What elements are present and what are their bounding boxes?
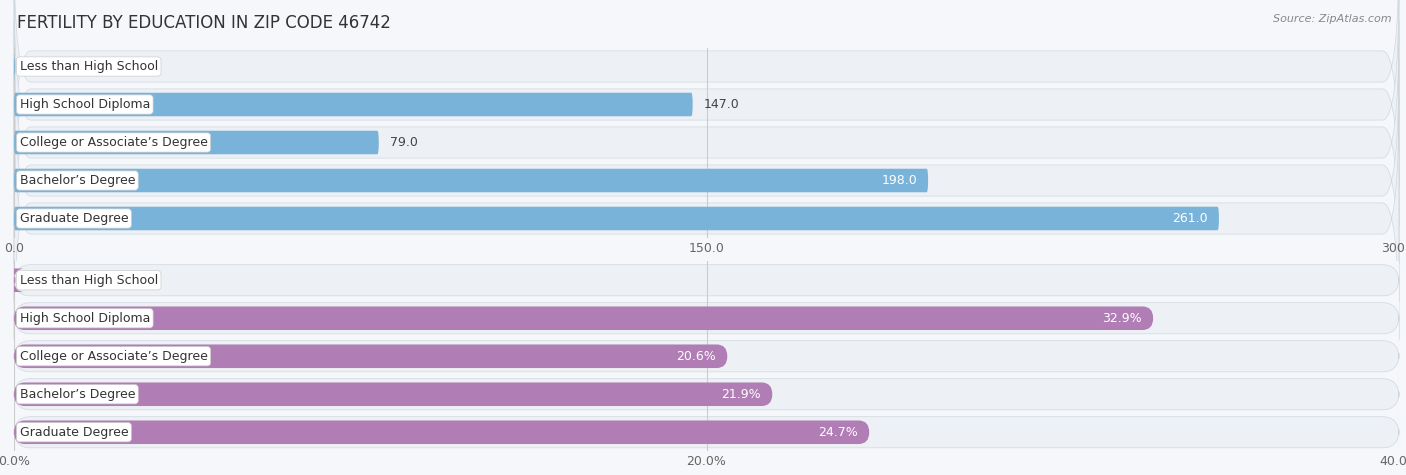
Text: Source: ZipAtlas.com: Source: ZipAtlas.com bbox=[1274, 14, 1392, 24]
Text: College or Associate’s Degree: College or Associate’s Degree bbox=[20, 350, 208, 363]
Text: 32.9%: 32.9% bbox=[1102, 312, 1142, 325]
FancyBboxPatch shape bbox=[14, 0, 1399, 226]
FancyBboxPatch shape bbox=[14, 93, 693, 116]
Text: 21.9%: 21.9% bbox=[721, 388, 761, 401]
Text: Less than High School: Less than High School bbox=[20, 60, 157, 73]
Text: Bachelor’s Degree: Bachelor’s Degree bbox=[20, 388, 135, 401]
Text: Less than High School: Less than High School bbox=[20, 274, 157, 287]
Text: High School Diploma: High School Diploma bbox=[20, 98, 150, 111]
FancyBboxPatch shape bbox=[14, 131, 378, 154]
FancyBboxPatch shape bbox=[14, 169, 928, 192]
FancyBboxPatch shape bbox=[14, 265, 1399, 296]
Text: Bachelor’s Degree: Bachelor’s Degree bbox=[20, 174, 135, 187]
Text: Graduate Degree: Graduate Degree bbox=[20, 212, 128, 225]
FancyBboxPatch shape bbox=[14, 379, 1399, 410]
Text: 79.0: 79.0 bbox=[389, 136, 418, 149]
FancyBboxPatch shape bbox=[14, 341, 1399, 372]
Text: FERTILITY BY EDUCATION IN ZIP CODE 46742: FERTILITY BY EDUCATION IN ZIP CODE 46742 bbox=[17, 14, 391, 32]
FancyBboxPatch shape bbox=[4, 268, 25, 292]
Text: 261.0: 261.0 bbox=[1173, 212, 1208, 225]
FancyBboxPatch shape bbox=[14, 55, 15, 78]
FancyBboxPatch shape bbox=[14, 417, 1399, 448]
Text: 147.0: 147.0 bbox=[704, 98, 740, 111]
Text: College or Associate’s Degree: College or Associate’s Degree bbox=[20, 136, 208, 149]
FancyBboxPatch shape bbox=[14, 306, 1153, 330]
Text: 0.0%: 0.0% bbox=[27, 274, 59, 287]
FancyBboxPatch shape bbox=[14, 207, 1219, 230]
FancyBboxPatch shape bbox=[14, 97, 1399, 340]
FancyBboxPatch shape bbox=[14, 21, 1399, 264]
FancyBboxPatch shape bbox=[14, 303, 1399, 334]
FancyBboxPatch shape bbox=[14, 344, 727, 368]
FancyBboxPatch shape bbox=[14, 382, 772, 406]
Text: 20.6%: 20.6% bbox=[676, 350, 716, 363]
Text: 198.0: 198.0 bbox=[882, 174, 917, 187]
FancyBboxPatch shape bbox=[14, 59, 1399, 302]
Text: High School Diploma: High School Diploma bbox=[20, 312, 150, 325]
Text: Graduate Degree: Graduate Degree bbox=[20, 426, 128, 439]
Text: 0.0: 0.0 bbox=[27, 60, 46, 73]
Text: 24.7%: 24.7% bbox=[818, 426, 858, 439]
FancyBboxPatch shape bbox=[14, 420, 869, 444]
FancyBboxPatch shape bbox=[14, 0, 1399, 188]
